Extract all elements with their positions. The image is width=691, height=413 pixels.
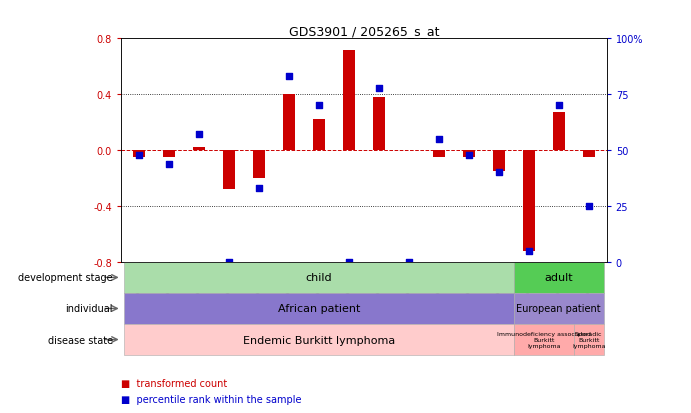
Bar bbox=[343, 50, 354, 151]
Bar bbox=[522, 151, 535, 251]
Point bbox=[553, 103, 565, 109]
Text: adult: adult bbox=[545, 273, 573, 283]
Bar bbox=[574, 324, 604, 355]
Title: GDS3901 / 205265_s_at: GDS3901 / 205265_s_at bbox=[289, 25, 439, 38]
Point bbox=[433, 136, 444, 143]
Text: development stage: development stage bbox=[18, 273, 113, 283]
Bar bbox=[513, 262, 604, 293]
Text: Sporadic
Burkitt
lymphoma: Sporadic Burkitt lymphoma bbox=[572, 331, 605, 348]
Bar bbox=[513, 293, 604, 324]
Point bbox=[463, 152, 474, 159]
Text: ■  percentile rank within the sample: ■ percentile rank within the sample bbox=[121, 394, 301, 404]
Bar bbox=[313, 120, 325, 151]
Point bbox=[163, 161, 174, 167]
Text: child: child bbox=[305, 273, 332, 283]
Text: European patient: European patient bbox=[516, 304, 601, 314]
Point bbox=[193, 132, 205, 138]
Bar bbox=[373, 98, 385, 151]
Text: Immunodeficiency associated
Burkitt
lymphoma: Immunodeficiency associated Burkitt lymp… bbox=[497, 331, 591, 348]
Bar bbox=[124, 324, 513, 355]
Point bbox=[223, 259, 234, 266]
Bar bbox=[133, 151, 145, 158]
Bar bbox=[193, 148, 205, 151]
Point bbox=[254, 185, 265, 192]
Bar bbox=[553, 113, 565, 151]
Point bbox=[283, 74, 294, 81]
Bar bbox=[463, 151, 475, 158]
Point bbox=[343, 259, 354, 266]
Bar bbox=[283, 95, 295, 151]
Point bbox=[404, 259, 415, 266]
Bar bbox=[124, 293, 513, 324]
Point bbox=[373, 85, 384, 92]
Point bbox=[523, 248, 534, 254]
Text: disease state: disease state bbox=[48, 335, 113, 345]
Point bbox=[493, 170, 504, 176]
Bar bbox=[253, 151, 265, 178]
Bar bbox=[493, 151, 504, 172]
Point bbox=[313, 103, 324, 109]
Point bbox=[583, 203, 594, 210]
Bar bbox=[223, 151, 235, 190]
Bar bbox=[583, 151, 595, 158]
Text: ■  transformed count: ■ transformed count bbox=[121, 378, 227, 388]
Text: individual: individual bbox=[65, 304, 113, 314]
Point bbox=[133, 152, 144, 159]
Bar bbox=[124, 262, 513, 293]
Bar bbox=[433, 151, 445, 158]
Bar bbox=[513, 324, 574, 355]
Text: African patient: African patient bbox=[278, 304, 360, 314]
Text: Endemic Burkitt lymphoma: Endemic Burkitt lymphoma bbox=[243, 335, 395, 345]
Bar bbox=[163, 151, 175, 158]
